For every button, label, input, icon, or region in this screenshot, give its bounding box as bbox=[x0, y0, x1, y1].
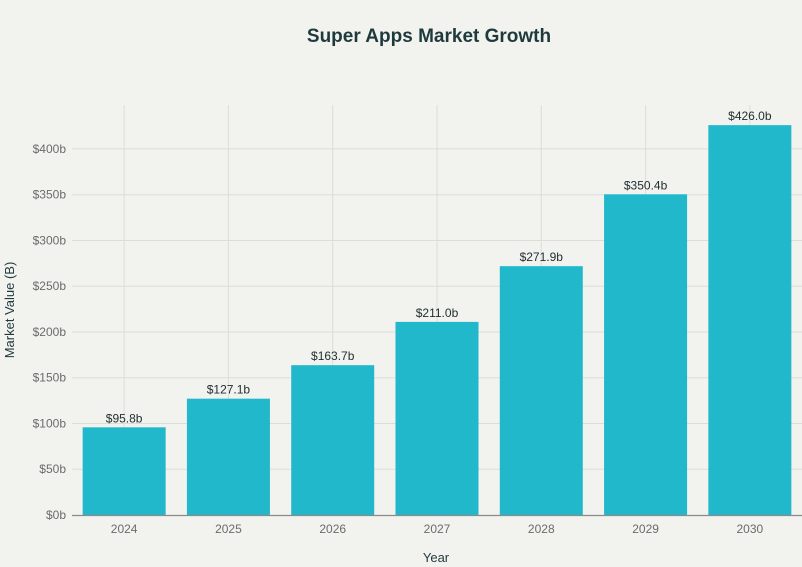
x-tick-label: 2028 bbox=[528, 522, 555, 536]
data-label: $211.0b bbox=[416, 306, 459, 320]
x-tick-label: 2030 bbox=[737, 522, 764, 536]
y-tick-label: $100b bbox=[33, 416, 67, 430]
y-tick-label: $350b bbox=[33, 188, 67, 202]
bar-2029 bbox=[604, 194, 688, 516]
bar-2025 bbox=[186, 398, 270, 515]
bar-2027 bbox=[395, 321, 479, 515]
y-ticks: $0b $50b $100b $150b $200b $250b $300b $350b $40… bbox=[33, 142, 67, 522]
x-tick-label: 2027 bbox=[424, 522, 451, 536]
y-tick-label: $0b bbox=[46, 508, 66, 522]
chart-title: Super Apps Market Growth bbox=[307, 26, 551, 47]
bars: $95.8b $127.1b $163.7b $211.0b $271.9b $350.4… bbox=[82, 109, 792, 516]
x-tick-label: 2025 bbox=[215, 522, 242, 536]
y-tick-label: $300b bbox=[33, 233, 67, 247]
y-tick-label: $400b bbox=[33, 142, 67, 156]
y-tick-label: $50b bbox=[39, 462, 66, 476]
data-label: $271.9b bbox=[520, 250, 564, 264]
y-tick-label: $200b bbox=[33, 325, 67, 339]
bar-2030 bbox=[708, 125, 792, 516]
y-tick-label: $250b bbox=[33, 279, 67, 293]
data-label: $163.7b bbox=[311, 349, 355, 363]
y-axis-label: Market Value (B) bbox=[2, 262, 17, 359]
x-axis-label: Year bbox=[423, 550, 450, 565]
data-label: $95.8b bbox=[106, 411, 143, 425]
x-ticks: 2024 2025 2026 2027 2028 2029 2030 bbox=[111, 522, 764, 536]
data-label: $127.1b bbox=[207, 383, 251, 397]
y-tick-label: $150b bbox=[33, 371, 67, 385]
bar-2024 bbox=[82, 427, 166, 515]
bar-2028 bbox=[499, 266, 583, 515]
x-tick-label: 2029 bbox=[632, 522, 659, 536]
x-tick-label: 2026 bbox=[319, 522, 346, 536]
data-label: $426.0b bbox=[728, 109, 772, 123]
x-tick-label: 2024 bbox=[111, 522, 138, 536]
bar-2026 bbox=[291, 365, 375, 515]
data-label: $350.4b bbox=[624, 178, 668, 192]
